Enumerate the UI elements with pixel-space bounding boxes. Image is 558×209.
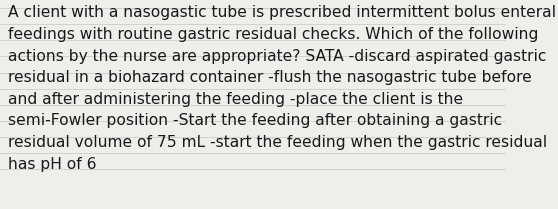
Text: A client with a nasogastic tube is prescribed intermittent bolus enteral feeding: A client with a nasogastic tube is presc… xyxy=(8,5,556,172)
